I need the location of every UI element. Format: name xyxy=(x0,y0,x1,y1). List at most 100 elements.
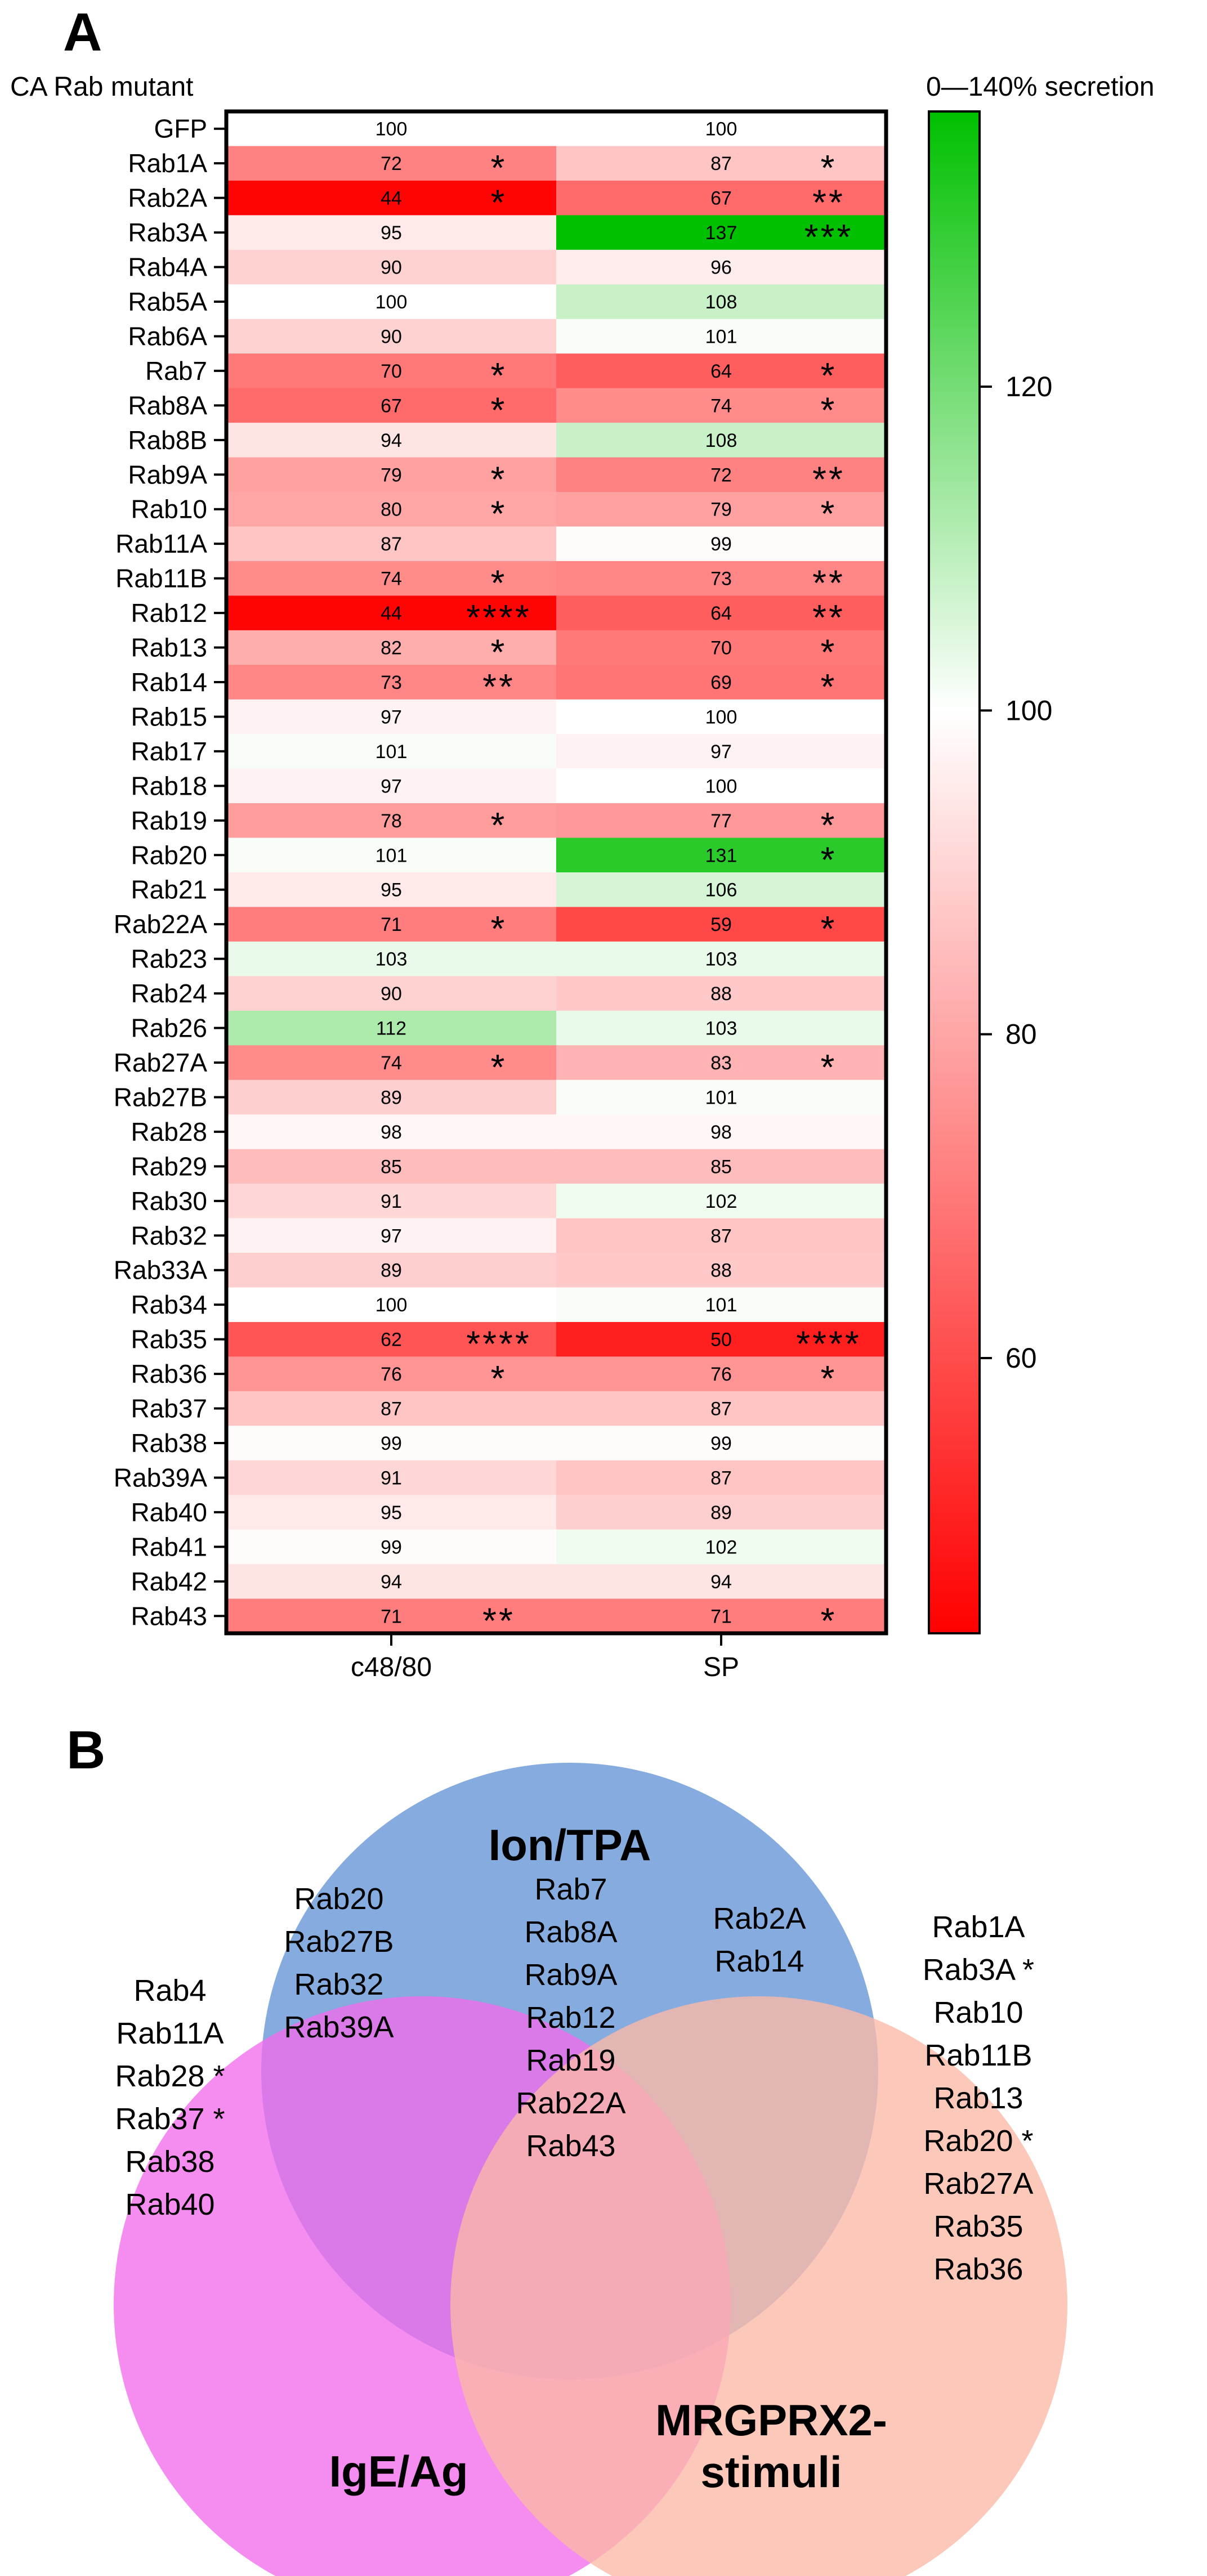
significance-mark: * xyxy=(821,147,837,188)
heatmap-cell xyxy=(226,1321,557,1357)
row-label: Rab35 xyxy=(131,1325,207,1354)
row-label: Rab41 xyxy=(131,1532,207,1561)
row-label: Rab3A xyxy=(128,218,207,247)
heatmap-cell xyxy=(556,1114,887,1150)
heatmap-cell xyxy=(556,595,887,631)
heatmap-cell-value: 87 xyxy=(710,153,732,174)
heatmap-cell xyxy=(226,146,557,181)
significance-mark: ** xyxy=(812,563,845,603)
panel-a-heatmap: A CA Rab mutant 0—140% secretion 100 100 7… xyxy=(10,2,1155,1682)
heatmap-cell-value: 98 xyxy=(710,1122,732,1143)
heatmap-cell xyxy=(226,319,557,354)
heatmap-cell xyxy=(226,699,557,734)
venn-region-item: Rab2A xyxy=(713,1902,806,1936)
significance-mark: * xyxy=(821,389,837,430)
heatmap-cell xyxy=(226,1287,557,1323)
venn-region-item: Rab14 xyxy=(714,1945,804,1978)
row-label: Rab1A xyxy=(128,149,207,178)
row-label: Rab27B xyxy=(114,1082,207,1112)
heatmap-cell xyxy=(226,1010,557,1046)
significance-mark: * xyxy=(821,355,837,396)
heatmap-cell-value: 103 xyxy=(705,949,737,970)
significance-mark: * xyxy=(821,494,837,534)
heatmap-cell-value: 69 xyxy=(710,672,732,693)
heatmap-cell-value: 94 xyxy=(381,1571,402,1593)
heatmap-cell-value: 89 xyxy=(710,1502,732,1524)
significance-mark: * xyxy=(491,1047,507,1087)
venn-region-item: Rab40 xyxy=(125,2188,214,2221)
heatmap-cell-value: 73 xyxy=(710,568,732,590)
venn-region-item: Rab4 xyxy=(133,1974,206,2008)
heatmap-cell xyxy=(226,1598,557,1634)
venn-region-item: Rab27A xyxy=(923,2167,1033,2201)
heatmap-cell-value: 108 xyxy=(705,430,737,451)
row-label: Rab5A xyxy=(128,287,207,316)
heatmap-cell-value: 78 xyxy=(381,810,402,832)
row-label: Rab20 xyxy=(131,840,207,870)
heatmap-cell-value: 50 xyxy=(710,1329,732,1351)
significance-mark: * xyxy=(821,1047,837,1087)
significance-mark: * xyxy=(821,805,837,845)
significance-mark: * xyxy=(491,459,507,499)
heatmap-cell-value: 94 xyxy=(710,1571,732,1593)
venn-region-item: Rab35 xyxy=(933,2210,1023,2243)
heatmap-cell-value: 90 xyxy=(381,257,402,279)
heatmap-cell-value: 101 xyxy=(375,845,408,866)
heatmap-cell xyxy=(556,388,887,423)
venn-set-label: Ion/TPA xyxy=(489,1820,651,1870)
venn-region-item: Rab20 * xyxy=(923,2124,1033,2158)
heatmap-cell xyxy=(556,1253,887,1288)
row-label: Rab15 xyxy=(131,702,207,731)
heatmap-cell-value: 99 xyxy=(710,1433,732,1454)
heatmap-cell xyxy=(226,803,557,839)
heatmap-cell-value: 77 xyxy=(710,810,732,832)
heatmap-cell xyxy=(556,907,887,942)
heatmap-cell-value: 103 xyxy=(705,1018,737,1040)
heatmap-cell-value: 79 xyxy=(381,464,402,486)
heatmap-cell xyxy=(556,284,887,320)
venn-region-item: Rab43 xyxy=(526,2129,615,2163)
heatmap-cell-value: 97 xyxy=(381,1225,402,1247)
heatmap-cell xyxy=(226,423,557,458)
heatmap-cell-value: 100 xyxy=(705,119,737,140)
heatmap-cell xyxy=(226,284,557,320)
row-label: Rab4A xyxy=(128,253,207,282)
heatmap-cell-value: 101 xyxy=(375,741,408,763)
heatmap-cell xyxy=(226,907,557,942)
row-label: Rab43 xyxy=(131,1601,207,1630)
heatmap-cell xyxy=(556,699,887,734)
heatmap-cell xyxy=(226,768,557,804)
heatmap-cell xyxy=(556,111,887,147)
venn-region-item: Rab10 xyxy=(933,1996,1023,2030)
significance-mark: *** xyxy=(804,217,853,257)
heatmap-cell-value: 97 xyxy=(381,776,402,797)
heatmap-cell-value: 95 xyxy=(381,1502,402,1524)
heatmap-cell-value: 74 xyxy=(381,568,402,590)
heatmap-cell xyxy=(556,561,887,596)
heatmap-cell-value: 83 xyxy=(710,1052,732,1074)
heatmap-cell-value: 64 xyxy=(710,361,732,382)
colorbar-tick-label: 100 xyxy=(1005,695,1052,726)
heatmap-cell xyxy=(556,526,887,562)
row-label: Rab22A xyxy=(114,910,208,939)
heatmap-cell-value: 44 xyxy=(381,188,402,209)
heatmap-cell xyxy=(556,1391,887,1426)
venn-region-item: Rab7 xyxy=(534,1872,607,1906)
heatmap-cell-value: 103 xyxy=(375,949,408,970)
heatmap-cell xyxy=(226,1495,557,1530)
venn-circle xyxy=(450,1996,1067,2576)
heatmap-cell-value: 100 xyxy=(705,776,737,797)
significance-mark: * xyxy=(491,1358,507,1399)
row-label: Rab37 xyxy=(131,1394,207,1423)
heatmap-cell xyxy=(556,665,887,700)
row-label: Rab17 xyxy=(131,737,207,766)
row-label: Rab6A xyxy=(128,321,207,351)
heatmap-cell xyxy=(226,1218,557,1253)
row-label: Rab34 xyxy=(131,1290,207,1319)
venn-circles xyxy=(114,1763,1067,2576)
venn-set-label-line: MRGPRX2- xyxy=(655,2395,887,2445)
row-label: Rab13 xyxy=(131,633,207,662)
venn-region-item: Rab11B xyxy=(924,2039,1032,2072)
row-label: Rab11B xyxy=(115,564,207,593)
heatmap-cell xyxy=(226,872,557,908)
